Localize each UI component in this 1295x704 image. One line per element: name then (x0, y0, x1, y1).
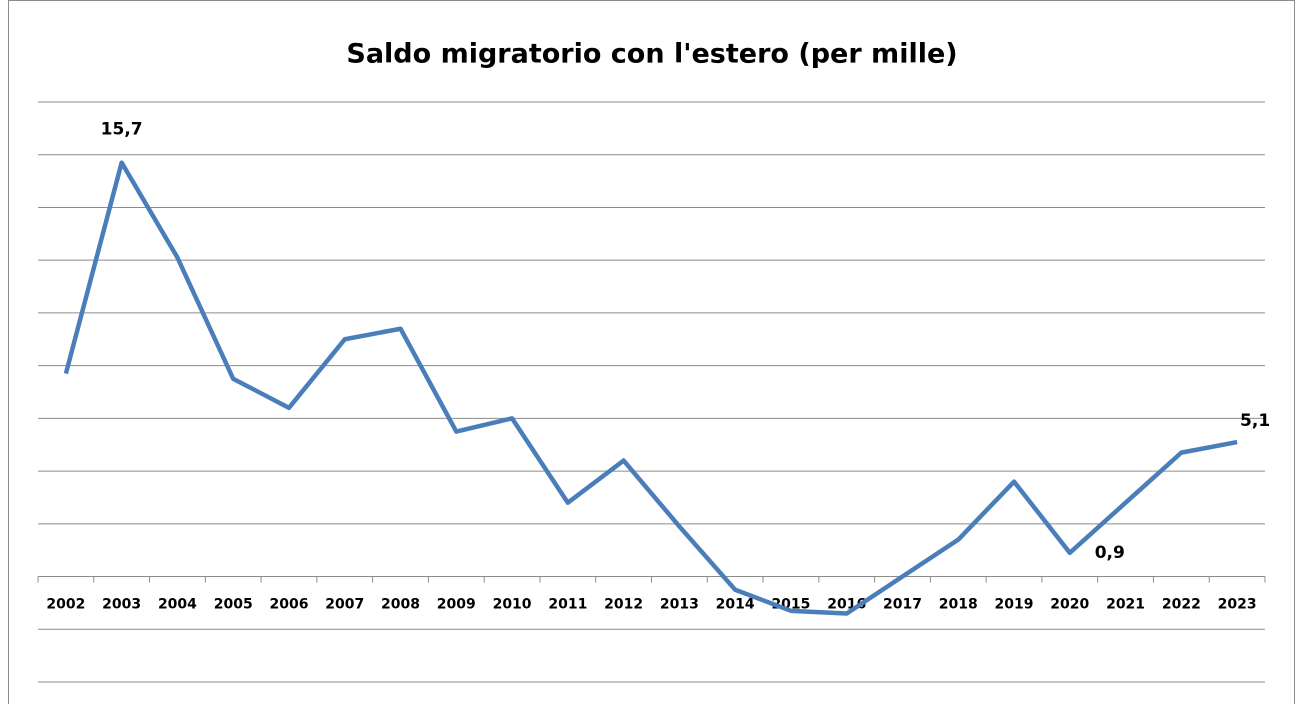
x-tick-label: 2017 (883, 597, 922, 613)
x-tick-label: 2022 (1162, 597, 1201, 613)
data-label: 5,1 (1240, 411, 1270, 431)
x-tick-label: 2009 (437, 597, 476, 613)
x-tick-label: 2006 (269, 597, 308, 613)
line-series (63, 160, 1238, 616)
x-tick-label: 2005 (214, 597, 253, 613)
x-tick-label: 2008 (381, 597, 420, 613)
x-tick-label: 2007 (325, 597, 364, 613)
x-tick-label: 2021 (1106, 597, 1145, 613)
x-tick-label: 2004 (158, 597, 197, 613)
x-tick-label: 2013 (660, 597, 699, 613)
x-tick-label: 2019 (995, 597, 1034, 613)
data-label: 15,7 (101, 120, 143, 140)
chart-frame (8, 0, 1295, 704)
x-tick-label: 2010 (493, 597, 532, 613)
x-tick-label: 2002 (46, 597, 85, 613)
chart-title: Saldo migratorio con l'estero (per mille… (346, 39, 957, 70)
x-tick-label: 2014 (716, 597, 755, 613)
x-tick-label: 2003 (102, 597, 141, 613)
x-tick-label: 2020 (1050, 597, 1089, 613)
data-label: 0,9 (1095, 543, 1125, 563)
x-tick-label: 2011 (548, 597, 587, 613)
x-tick-label: 2018 (939, 597, 978, 613)
x-tick-label: 2012 (604, 597, 643, 613)
x-tick-label: 2023 (1218, 597, 1257, 613)
